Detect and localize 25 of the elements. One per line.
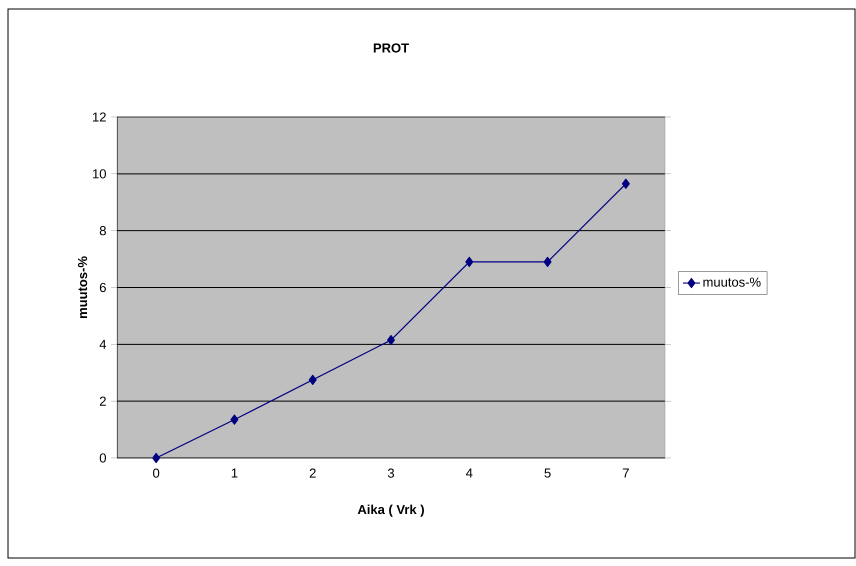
x-tick-label: 1 — [232, 468, 238, 478]
y-tick-label: 8 — [100, 226, 106, 236]
y-axis-title: muutos-% — [78, 256, 88, 318]
point — [387, 334, 395, 346]
x-tick-label: 2 — [310, 468, 316, 478]
point — [622, 178, 630, 189]
point — [544, 256, 552, 268]
point — [230, 414, 238, 425]
x-axis-title: Aika ( Vrk ) — [358, 504, 424, 517]
point — [308, 374, 317, 385]
legend-label: muutos-% — [703, 278, 761, 287]
x-tick-label: 0 — [153, 468, 160, 478]
y-tick-label: 2 — [100, 396, 106, 406]
x-tick-label: 3 — [388, 468, 394, 478]
point — [152, 452, 160, 464]
y-tick-label: 6 — [100, 282, 106, 292]
y-tick-label: 0 — [100, 453, 106, 463]
x-tick-label: 4 — [466, 468, 473, 478]
x-tick-label: 7 — [622, 468, 629, 478]
y-tick-label: 10 — [93, 169, 106, 178]
point — [465, 256, 474, 268]
y-tick-label: 4 — [100, 340, 106, 349]
x-tick-label: 5 — [544, 468, 551, 478]
chart-title: PROT — [374, 43, 409, 53]
y-tick-label: 12 — [93, 112, 106, 122]
